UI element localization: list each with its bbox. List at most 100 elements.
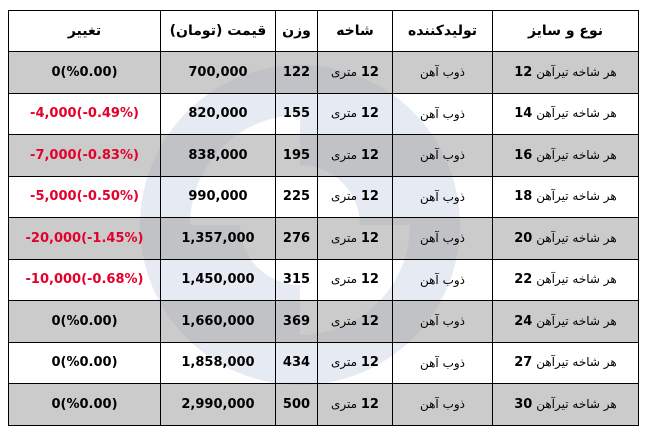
table-row: هر شاخه تیرآهن 14 ذوب آهن 12 متری 155 820,00… bbox=[8, 92, 639, 135]
cell-change: 0(%0.00) bbox=[8, 341, 161, 384]
table-row: هر شاخه تیرآهن 27 ذوب آهن 12 متری 434 1,858,… bbox=[8, 341, 639, 384]
cell-weight: 315 bbox=[275, 258, 318, 301]
size-value: 30 bbox=[514, 396, 533, 412]
cell-branch: 12 متری bbox=[317, 92, 393, 135]
cell-branch: 12 متری bbox=[317, 258, 393, 301]
size-value: 20 bbox=[514, 230, 533, 246]
cell-weight: 155 bbox=[275, 92, 318, 135]
size-value: 16 bbox=[514, 147, 533, 163]
cell-producer: ذوب آهن bbox=[392, 134, 493, 177]
header-branch: شاخه bbox=[317, 10, 393, 52]
cell-price: 820,000 bbox=[160, 92, 276, 135]
size-value: 27 bbox=[514, 355, 533, 371]
branch-length: 12 bbox=[360, 313, 379, 329]
cell-change: 0(%0.00) bbox=[8, 300, 161, 343]
header-change: تغییر bbox=[8, 10, 161, 52]
cell-producer: ذوب آهن bbox=[392, 175, 493, 218]
cell-branch: 12 متری bbox=[317, 134, 393, 177]
cell-type: هر شاخه تیرآهن 14 bbox=[492, 92, 639, 135]
cell-change: -7,000(-0.83%) bbox=[8, 134, 161, 177]
branch-unit: متری bbox=[331, 272, 358, 287]
header-type: نوع و سایز bbox=[492, 10, 639, 52]
size-value: 14 bbox=[514, 106, 533, 122]
cell-branch: 12 متری bbox=[317, 383, 393, 426]
cell-change: -5,000(-0.50%) bbox=[8, 175, 161, 218]
table-row: هر شاخه تیرآهن 16 ذوب آهن 12 متری 195 838,00… bbox=[8, 134, 639, 177]
cell-producer: ذوب آهن bbox=[392, 300, 493, 343]
branch-unit: متری bbox=[331, 189, 358, 204]
cell-producer: ذوب آهن bbox=[392, 383, 493, 426]
branch-unit: متری bbox=[331, 64, 358, 79]
cell-change: -4,000(-0.49%) bbox=[8, 92, 161, 135]
table-row: هر شاخه تیرآهن 30 ذوب آهن 12 متری 500 2,990,… bbox=[8, 383, 639, 426]
table-row: هر شاخه تیرآهن 20 ذوب آهن 12 متری 276 1,357,… bbox=[8, 217, 639, 260]
type-label: هر شاخه تیرآهن bbox=[536, 64, 617, 79]
branch-length: 12 bbox=[360, 189, 379, 205]
steel-price-table: نوع و سایز تولیدکننده شاخه وزن قیمت (توم… bbox=[8, 10, 639, 426]
branch-length: 12 bbox=[360, 147, 379, 163]
cell-branch: 12 متری bbox=[317, 341, 393, 384]
header-weight: وزن bbox=[275, 10, 318, 52]
cell-type: هر شاخه تیرآهن 12 bbox=[492, 51, 639, 94]
cell-weight: 122 bbox=[275, 51, 318, 94]
header-price: قیمت (تومان) bbox=[160, 10, 276, 52]
cell-price: 2,990,000 bbox=[160, 383, 276, 426]
cell-change: -20,000(-1.45%) bbox=[8, 217, 161, 260]
cell-type: هر شاخه تیرآهن 18 bbox=[492, 175, 639, 218]
type-label: هر شاخه تیرآهن bbox=[536, 313, 617, 328]
cell-branch: 12 متری bbox=[317, 217, 393, 260]
branch-unit: متری bbox=[331, 396, 358, 411]
size-value: 22 bbox=[514, 272, 533, 288]
branch-length: 12 bbox=[360, 64, 379, 80]
cell-branch: 12 متری bbox=[317, 51, 393, 94]
type-label: هر شاخه تیرآهن bbox=[536, 230, 617, 245]
cell-price: 700,000 bbox=[160, 51, 276, 94]
table-row: هر شاخه تیرآهن 12 ذوب آهن 12 متری 122 700,00… bbox=[8, 51, 639, 94]
size-value: 24 bbox=[514, 313, 533, 329]
cell-type: هر شاخه تیرآهن 24 bbox=[492, 300, 639, 343]
cell-type: هر شاخه تیرآهن 27 bbox=[492, 341, 639, 384]
cell-weight: 276 bbox=[275, 217, 318, 260]
branch-length: 12 bbox=[360, 355, 379, 371]
branch-unit: متری bbox=[331, 313, 358, 328]
cell-price: 1,858,000 bbox=[160, 341, 276, 384]
cell-price: 1,357,000 bbox=[160, 217, 276, 260]
cell-change: -10,000(-0.68%) bbox=[8, 258, 161, 301]
cell-weight: 500 bbox=[275, 383, 318, 426]
cell-change: 0(%0.00) bbox=[8, 383, 161, 426]
type-label: هر شاخه تیرآهن bbox=[536, 147, 617, 162]
table-row: هر شاخه تیرآهن 18 ذوب آهن 12 متری 225 990,00… bbox=[8, 175, 639, 218]
cell-producer: ذوب آهن bbox=[392, 341, 493, 384]
cell-price: 990,000 bbox=[160, 175, 276, 218]
cell-weight: 434 bbox=[275, 341, 318, 384]
cell-price: 1,660,000 bbox=[160, 300, 276, 343]
cell-producer: ذوب آهن bbox=[392, 258, 493, 301]
cell-type: هر شاخه تیرآهن 16 bbox=[492, 134, 639, 177]
size-value: 12 bbox=[514, 64, 533, 80]
branch-length: 12 bbox=[360, 230, 379, 246]
cell-branch: 12 متری bbox=[317, 175, 393, 218]
type-label: هر شاخه تیرآهن bbox=[536, 355, 617, 370]
branch-unit: متری bbox=[331, 355, 358, 370]
table-row: هر شاخه تیرآهن 24 ذوب آهن 12 متری 369 1,660,… bbox=[8, 300, 639, 343]
type-label: هر شاخه تیرآهن bbox=[536, 272, 617, 287]
branch-unit: متری bbox=[331, 147, 358, 162]
cell-branch: 12 متری bbox=[317, 300, 393, 343]
branch-length: 12 bbox=[360, 272, 379, 288]
cell-weight: 369 bbox=[275, 300, 318, 343]
branch-unit: متری bbox=[331, 230, 358, 245]
cell-change: 0(%0.00) bbox=[8, 51, 161, 94]
table-header-row: نوع و سایز تولیدکننده شاخه وزن قیمت (توم… bbox=[8, 10, 639, 52]
header-producer: تولیدکننده bbox=[392, 10, 493, 52]
type-label: هر شاخه تیرآهن bbox=[536, 106, 617, 121]
branch-unit: متری bbox=[331, 106, 358, 121]
table-row: هر شاخه تیرآهن 22 ذوب آهن 12 متری 315 1,450,… bbox=[8, 258, 639, 301]
cell-weight: 195 bbox=[275, 134, 318, 177]
cell-producer: ذوب آهن bbox=[392, 217, 493, 260]
cell-type: هر شاخه تیرآهن 22 bbox=[492, 258, 639, 301]
branch-length: 12 bbox=[360, 396, 379, 412]
cell-price: 1,450,000 bbox=[160, 258, 276, 301]
cell-type: هر شاخه تیرآهن 20 bbox=[492, 217, 639, 260]
type-label: هر شاخه تیرآهن bbox=[536, 396, 617, 411]
size-value: 18 bbox=[514, 189, 533, 205]
